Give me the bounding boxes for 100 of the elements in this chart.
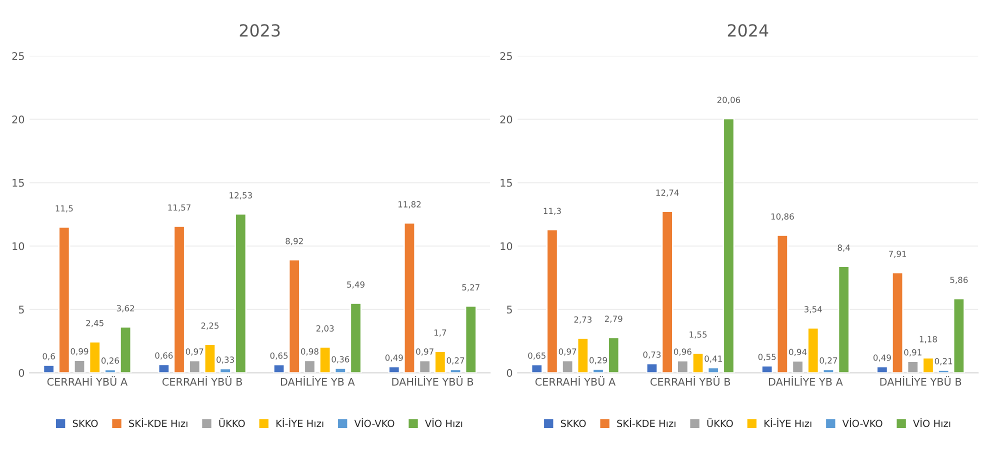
data-label: 0,21 — [934, 358, 952, 366]
legend-label: SKKO — [72, 420, 98, 428]
data-label: 0,65 — [528, 352, 546, 360]
data-label: 0,33 — [216, 356, 234, 364]
bar — [676, 360, 689, 373]
chart-title: 2024 — [728, 24, 768, 37]
bar — [646, 362, 658, 373]
data-label: 5,49 — [347, 281, 364, 289]
legend-label: SKİ-KDE Hızı — [129, 418, 188, 428]
bar — [906, 360, 919, 373]
bar — [449, 368, 462, 373]
bar — [173, 225, 186, 373]
data-label: 0,27 — [446, 357, 464, 364]
data-label: 11,57 — [168, 204, 190, 212]
bar — [88, 341, 101, 373]
bar — [922, 357, 934, 373]
x-tick-label: CERRAHİ YBÜ A — [47, 376, 128, 386]
bar — [761, 365, 774, 373]
y-tick-label: 15 — [12, 179, 24, 187]
chart-title: 2023 — [240, 24, 280, 37]
data-label: 0,49 — [385, 354, 403, 362]
bar — [592, 368, 604, 373]
data-label: 3,62 — [116, 305, 134, 312]
bar — [219, 368, 232, 373]
y-tick-label: 5 — [507, 306, 512, 314]
y-tick-label: 20 — [12, 116, 24, 124]
legend-label: VİO Hızı — [913, 418, 950, 428]
data-label: 8,4 — [838, 244, 850, 252]
data-label: 2,03 — [316, 325, 334, 332]
legend-label: Kİ-İYE Hızı — [276, 418, 324, 427]
data-label: 11,82 — [398, 201, 421, 208]
data-label: 1,7 — [434, 330, 446, 337]
bar — [822, 368, 835, 373]
legend-label: Kİ-İYE Hızı — [764, 418, 812, 427]
data-label: 5,27 — [462, 284, 480, 292]
data-label: 0,41 — [704, 356, 722, 363]
y-tick-label: 15 — [500, 179, 512, 187]
y-tick-label: 20 — [500, 116, 512, 124]
data-label: 2,79 — [604, 316, 622, 323]
data-label: 11,3 — [544, 208, 561, 215]
legend-label: SKİ-KDE Hızı — [617, 418, 676, 428]
bar — [938, 369, 950, 373]
legend-label: VİO Hızı — [425, 418, 462, 428]
data-label: 0,97 — [416, 348, 434, 356]
bar — [334, 368, 346, 373]
bar — [319, 346, 332, 373]
bar — [434, 350, 446, 373]
data-label: 10,86 — [771, 213, 794, 220]
y-tick-label: 0 — [18, 369, 24, 377]
data-label: 0,65 — [270, 352, 288, 360]
data-label: 2,45 — [86, 320, 104, 328]
x-tick-label: DAHİLİYE YB A — [280, 376, 355, 386]
y-tick-label: 10 — [12, 242, 24, 250]
data-label: 20,06 — [717, 96, 740, 104]
y-tick-label: 25 — [500, 52, 512, 60]
data-label: 12,53 — [230, 192, 252, 200]
bar — [158, 364, 170, 373]
bar — [692, 352, 704, 373]
data-label: 0,97 — [186, 348, 204, 356]
bar — [562, 360, 574, 373]
legend-label: ÜKKO — [707, 418, 733, 428]
bar — [807, 327, 820, 373]
bar — [204, 344, 216, 373]
bar — [188, 360, 201, 373]
bar — [576, 338, 589, 373]
data-label: 0,96 — [674, 348, 692, 356]
data-label: 0,49 — [873, 354, 891, 362]
bar — [546, 228, 558, 373]
data-label: 0,6 — [42, 353, 55, 360]
bar — [58, 226, 70, 373]
data-label: 0,36 — [332, 356, 350, 364]
x-tick-label: DAHİLİYE YB A — [769, 376, 843, 386]
bar — [530, 364, 543, 373]
data-label: 8,92 — [286, 238, 303, 246]
bar — [304, 360, 316, 373]
bar — [418, 360, 431, 373]
bar — [42, 364, 55, 373]
y-tick-label: 5 — [18, 306, 24, 314]
bar — [104, 368, 116, 373]
bar — [464, 305, 477, 373]
data-label: 1,55 — [690, 331, 707, 338]
y-tick-label: 10 — [500, 242, 512, 250]
data-label: 5,86 — [950, 276, 968, 284]
data-label: 0,27 — [820, 357, 838, 364]
bar — [792, 360, 804, 373]
legend-label: ÜKKO — [219, 418, 245, 428]
x-tick-label: CERRAHİ YBÜ B — [650, 376, 730, 386]
bar — [388, 366, 400, 373]
data-label: 0,73 — [643, 351, 661, 359]
data-label: 11,5 — [56, 205, 73, 212]
data-label: 0,98 — [301, 348, 318, 356]
data-label: 0,91 — [904, 349, 922, 356]
data-label: 0,94 — [789, 348, 807, 356]
legend-label: SKKO — [560, 420, 586, 428]
data-label: 2,73 — [574, 316, 592, 324]
bar — [661, 210, 674, 373]
data-label: 0,99 — [70, 348, 88, 356]
bar — [722, 118, 735, 373]
x-tick-label: DAHİLİYE YBÜ B — [880, 376, 962, 386]
bar — [608, 336, 620, 373]
